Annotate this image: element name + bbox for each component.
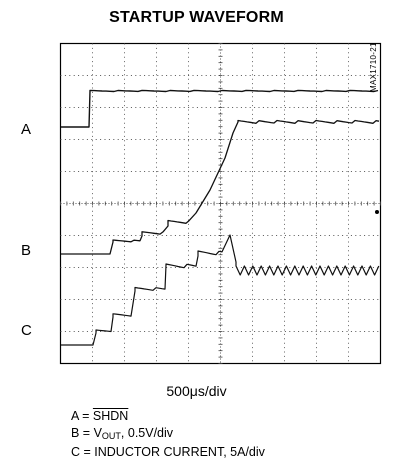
legend-item-a: A = SHDN [71, 409, 129, 423]
chart-title: STARTUP WAVEFORM [109, 9, 284, 26]
figure-code: MAX1710-21 [369, 42, 378, 92]
legend-item-c: C = INDUCTOR CURRENT, 5A/div [71, 445, 265, 459]
trace-label-c: C [21, 322, 32, 339]
trace-label-b: B [21, 242, 32, 259]
traces [61, 89, 380, 346]
trigger-marker [375, 210, 379, 214]
trace-label-a: A [21, 121, 32, 138]
trace-c [61, 234, 380, 346]
grid [60, 43, 381, 364]
legend-item-b: B = VOUT, 0.5V/div [71, 425, 174, 441]
trace-b [61, 119, 380, 255]
legend: A = SHDN B = VOUT, 0.5V/div C = INDUCTOR… [71, 408, 265, 461]
timebase-label: 500μs/div [166, 383, 227, 399]
trace-a [61, 89, 379, 128]
oscilloscope-plot [59, 42, 382, 365]
